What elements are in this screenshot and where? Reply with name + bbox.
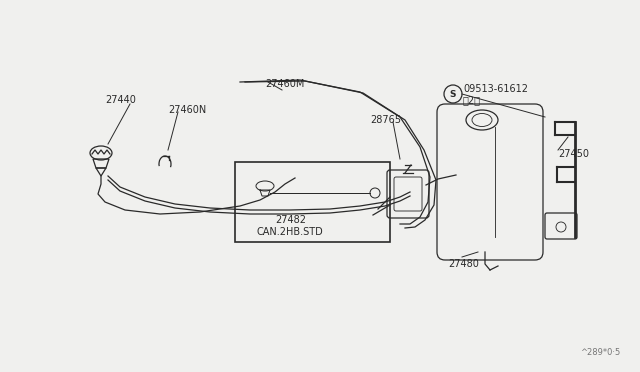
Text: 27480: 27480	[448, 259, 479, 269]
Text: 27460N: 27460N	[168, 105, 206, 115]
Text: CAN.2HB.STD: CAN.2HB.STD	[257, 227, 324, 237]
Bar	[235, 162, 390, 242]
Text: （2）: （2）	[463, 95, 481, 105]
Text: 09513-61612: 09513-61612	[463, 84, 528, 94]
Text: 27482: 27482	[275, 215, 306, 225]
Text: 27450: 27450	[558, 149, 589, 159]
Text: 27460M: 27460M	[265, 79, 305, 89]
Text: 27440: 27440	[105, 95, 136, 105]
Text: ^289*0·5: ^289*0·5	[580, 348, 620, 357]
Text: S: S	[450, 90, 456, 99]
Text: 28765: 28765	[370, 115, 401, 125]
